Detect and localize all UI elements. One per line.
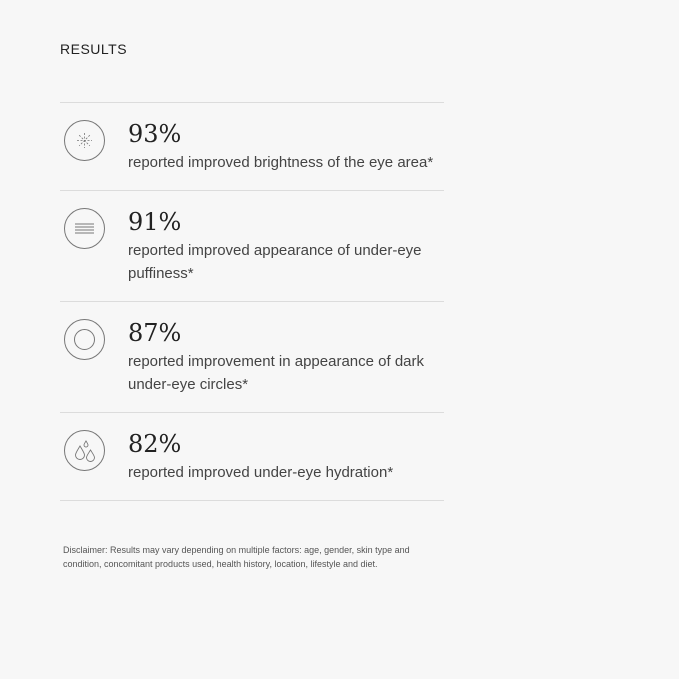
- result-description: reported improved under-eye hydration*: [128, 464, 394, 481]
- result-item: 93% reported improved brightness of the …: [60, 103, 444, 191]
- result-percent: 93%: [128, 120, 182, 148]
- result-description: reported improvement in appearance of da…: [128, 353, 425, 393]
- results-list: 93% reported improved brightness of the …: [60, 102, 444, 501]
- result-item: 87% reported improvement in appearance o…: [60, 302, 444, 413]
- result-item: 91% reported improved appearance of unde…: [60, 191, 444, 302]
- result-percent: 87%: [128, 319, 182, 347]
- lines-icon: [64, 208, 105, 249]
- sparkle-icon: [64, 120, 105, 161]
- result-percent: 82%: [128, 430, 182, 458]
- disclaimer-text: Disclaimer: Results may vary depending o…: [63, 545, 410, 569]
- section-title: RESULTS: [60, 41, 128, 57]
- ring-icon: [64, 319, 105, 360]
- result-percent: 91%: [128, 208, 182, 236]
- droplets-icon: [64, 430, 105, 471]
- result-item: 82% reported improved under-eye hydratio…: [60, 413, 444, 501]
- result-description: reported improved appearance of under-ey…: [128, 242, 422, 282]
- result-description: reported improved brightness of the eye …: [128, 154, 434, 171]
